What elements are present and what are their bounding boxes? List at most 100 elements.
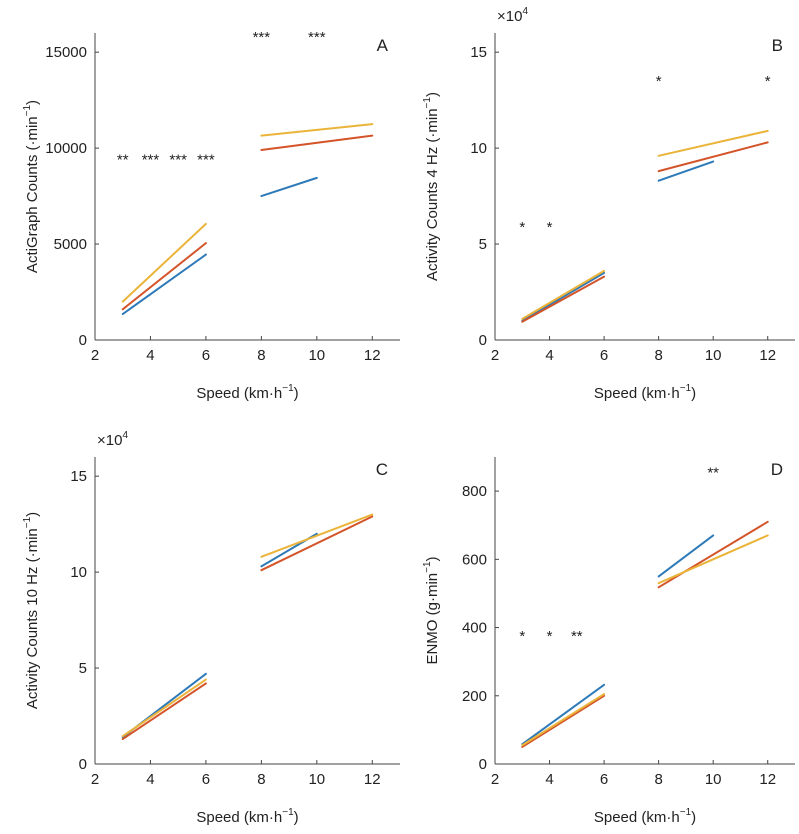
y-tick-label: 5000 <box>54 236 87 253</box>
x-tick-label: 6 <box>202 771 210 788</box>
significance-marker: * <box>765 73 771 90</box>
exponent-base: ×10 <box>97 432 122 449</box>
y-tick-label: 200 <box>462 688 487 705</box>
y-axis-label: ActiGraph Counts (·min−1) <box>22 100 41 273</box>
x-tick-label: 2 <box>491 347 499 364</box>
y-axis-label-main: ActiGraph Counts (·min <box>24 116 41 273</box>
x-axis-label-main: Speed (km·h <box>196 809 282 826</box>
exponent-base: ×10 <box>497 8 522 25</box>
y-axis-label-sup: −1 <box>22 516 33 528</box>
significance-marker: * <box>519 219 525 236</box>
x-axis-label-sup: −1 <box>282 807 294 818</box>
y-tick-label: 0 <box>79 756 87 773</box>
significance-marker: *** <box>253 29 271 46</box>
series-line-blue <box>521 683 606 746</box>
y-tick-label: 15000 <box>45 44 87 61</box>
series-line-yellow <box>260 123 374 137</box>
x-axis-label: Speed (km·h−1) <box>594 807 696 826</box>
series-line-yellow <box>121 222 207 303</box>
y-axis-label-tail: ) <box>24 100 41 105</box>
x-tick-label: 10 <box>705 771 722 788</box>
axis-exponent: ×104 <box>497 6 528 25</box>
y-axis-label-tail: ) <box>424 92 441 97</box>
series-line-blue <box>121 253 207 316</box>
significance-marker: * <box>547 219 553 236</box>
x-tick-label: 12 <box>759 347 776 364</box>
y-tick-label: 10 <box>470 140 487 157</box>
series-line-red <box>521 694 606 748</box>
y-tick-label: 5 <box>479 236 487 253</box>
y-axis-label-main: ENMO (g·min <box>424 573 441 665</box>
y-tick-label: 0 <box>479 332 487 349</box>
x-axis-label-main: Speed (km·h <box>594 385 680 402</box>
series-line-blue <box>657 160 715 182</box>
significance-marker: * <box>547 628 553 645</box>
series-line-red <box>521 275 606 323</box>
series-line-red <box>121 242 207 311</box>
series-line-yellow <box>657 129 769 157</box>
series-line-blue <box>521 271 606 322</box>
x-tick-label: 8 <box>654 347 662 364</box>
x-axis-label-tail: ) <box>294 809 299 826</box>
x-tick-label: 10 <box>705 347 722 364</box>
significance-marker: *** <box>142 152 160 169</box>
y-tick-label: 600 <box>462 551 487 568</box>
y-tick-label: 400 <box>462 620 487 637</box>
x-axis-label-sup: −1 <box>680 807 692 818</box>
significance-marker: ** <box>707 464 719 481</box>
y-axis-label-main: Activity Counts 10 Hz (·min <box>24 528 41 709</box>
x-tick-label: 8 <box>257 771 265 788</box>
x-tick-label: 4 <box>146 771 154 788</box>
y-tick-label: 0 <box>479 756 487 773</box>
x-tick-label: 6 <box>600 347 608 364</box>
x-tick-label: 6 <box>600 771 608 788</box>
x-axis-label-main: Speed (km·h <box>594 809 680 826</box>
panel-label: D <box>771 460 783 479</box>
x-axis-label-tail: ) <box>294 385 299 402</box>
axis-exponent: ×104 <box>97 430 128 449</box>
panel-label: B <box>772 36 783 55</box>
y-tick-label: 5 <box>79 660 87 677</box>
significance-marker: *** <box>169 152 187 169</box>
significance-marker: ** <box>571 628 583 645</box>
x-axis-label-sup: −1 <box>282 383 294 394</box>
y-axis-label: Activity Counts 4 Hz (·min−1) <box>422 92 441 281</box>
y-tick-label: 10 <box>70 564 87 581</box>
y-tick-label: 0 <box>79 332 87 349</box>
significance-marker: * <box>656 73 662 90</box>
x-axis-label-sup: −1 <box>680 383 692 394</box>
x-axis-label: Speed (km·h−1) <box>594 383 696 402</box>
x-axis-label: Speed (km·h−1) <box>196 807 298 826</box>
panel-label: C <box>376 460 388 479</box>
y-axis-label-sup: −1 <box>422 97 433 109</box>
x-tick-label: 12 <box>364 347 381 364</box>
y-axis-label-sup: −1 <box>422 561 433 573</box>
series-line-red <box>260 134 374 152</box>
series-line-red <box>657 141 769 173</box>
x-tick-label: 2 <box>91 347 99 364</box>
panel-label: A <box>377 36 389 55</box>
series-line-yellow <box>121 678 207 738</box>
x-axis-label-tail: ) <box>691 809 696 826</box>
y-tick-label: 800 <box>462 483 487 500</box>
x-tick-label: 2 <box>491 771 499 788</box>
exponent-power: 4 <box>522 6 528 17</box>
significance-marker: * <box>519 628 525 645</box>
y-tick-label: 15 <box>470 44 487 61</box>
y-axis-label-main: Activity Counts 4 Hz (·min <box>424 108 441 281</box>
y-axis-label: ENMO (g·min−1) <box>422 556 441 664</box>
x-tick-label: 12 <box>759 771 776 788</box>
x-tick-label: 10 <box>308 347 325 364</box>
series-line-yellow <box>521 269 606 320</box>
series-line-yellow <box>260 513 374 558</box>
series-line-red <box>121 682 207 741</box>
series-line-yellow <box>657 534 769 585</box>
x-tick-label: 10 <box>308 771 325 788</box>
x-tick-label: 12 <box>364 771 381 788</box>
significance-marker: *** <box>197 152 215 169</box>
